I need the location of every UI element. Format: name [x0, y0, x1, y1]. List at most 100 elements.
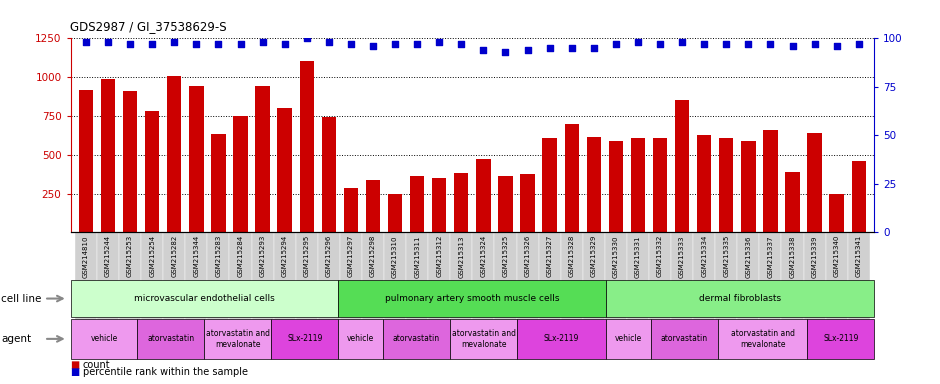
- Point: [299, 35, 314, 41]
- Bar: [432, 178, 446, 232]
- Bar: [208, 232, 229, 349]
- Text: dermal fibroblasts: dermal fibroblasts: [699, 294, 781, 303]
- Text: SLx-2119: SLx-2119: [823, 334, 858, 343]
- Bar: [807, 133, 822, 232]
- Point: [454, 41, 469, 47]
- Bar: [119, 232, 141, 349]
- Bar: [848, 232, 870, 349]
- Point: [122, 41, 137, 47]
- Bar: [719, 139, 733, 232]
- Point: [387, 41, 402, 47]
- Bar: [737, 232, 760, 349]
- Text: cell line: cell line: [1, 293, 41, 304]
- Bar: [229, 232, 252, 349]
- Text: percentile rank within the sample: percentile rank within the sample: [83, 367, 248, 377]
- Bar: [829, 194, 844, 232]
- Bar: [671, 232, 693, 349]
- Bar: [583, 232, 604, 349]
- Bar: [167, 76, 181, 232]
- Bar: [429, 232, 450, 349]
- Text: atorvastatin: atorvastatin: [661, 334, 708, 343]
- Bar: [97, 232, 119, 349]
- Text: atorvastatin and
mevalonate: atorvastatin and mevalonate: [206, 329, 270, 349]
- Bar: [344, 188, 358, 232]
- Bar: [715, 232, 737, 349]
- Point: [343, 41, 358, 47]
- Text: SLx-2119: SLx-2119: [288, 334, 322, 343]
- Text: vehicle: vehicle: [347, 334, 374, 343]
- Point: [233, 41, 248, 47]
- Point: [542, 45, 557, 51]
- Bar: [472, 232, 494, 349]
- Text: count: count: [83, 360, 110, 370]
- Bar: [785, 172, 800, 232]
- Bar: [256, 86, 270, 232]
- Point: [431, 39, 446, 45]
- Point: [829, 43, 844, 49]
- Bar: [631, 139, 645, 232]
- Bar: [604, 232, 627, 349]
- Point: [675, 39, 690, 45]
- Bar: [587, 137, 601, 232]
- Bar: [296, 232, 318, 349]
- Bar: [145, 111, 160, 232]
- Text: pulmonary artery smooth muscle cells: pulmonary artery smooth muscle cells: [385, 294, 559, 303]
- Bar: [565, 124, 579, 232]
- Bar: [164, 232, 185, 349]
- Bar: [101, 79, 116, 232]
- Bar: [123, 91, 137, 232]
- Text: atorvastatin and
mevalonate: atorvastatin and mevalonate: [451, 329, 515, 349]
- Bar: [362, 232, 384, 349]
- Bar: [277, 108, 291, 232]
- Point: [101, 39, 116, 45]
- Point: [785, 43, 800, 49]
- Bar: [804, 232, 825, 349]
- Bar: [781, 232, 804, 349]
- Point: [211, 41, 226, 47]
- Point: [410, 41, 425, 47]
- Bar: [516, 232, 539, 349]
- Bar: [825, 232, 848, 349]
- Text: atorvastatin: atorvastatin: [148, 334, 195, 343]
- Point: [852, 41, 867, 47]
- Bar: [300, 61, 314, 232]
- Bar: [653, 139, 667, 232]
- Bar: [318, 232, 340, 349]
- Text: ■: ■: [70, 367, 80, 377]
- Point: [697, 41, 712, 47]
- Point: [476, 47, 491, 53]
- Bar: [75, 232, 97, 349]
- Bar: [388, 194, 402, 232]
- Bar: [649, 232, 671, 349]
- Text: GDS2987 / GI_37538629-S: GDS2987 / GI_37538629-S: [70, 20, 227, 33]
- Bar: [185, 232, 208, 349]
- Point: [277, 41, 292, 47]
- Point: [564, 45, 579, 51]
- Point: [321, 39, 337, 45]
- Text: vehicle: vehicle: [90, 334, 118, 343]
- Bar: [321, 117, 336, 232]
- Point: [166, 39, 181, 45]
- Bar: [141, 232, 164, 349]
- Text: ■: ■: [70, 360, 80, 370]
- Bar: [697, 136, 712, 232]
- Bar: [763, 130, 777, 232]
- Bar: [454, 172, 468, 232]
- Bar: [498, 177, 512, 232]
- Bar: [450, 232, 472, 349]
- Bar: [252, 232, 274, 349]
- Bar: [627, 232, 649, 349]
- Bar: [539, 232, 560, 349]
- Text: SLx-2119: SLx-2119: [544, 334, 579, 343]
- Point: [631, 39, 646, 45]
- Point: [145, 41, 160, 47]
- Bar: [189, 86, 204, 232]
- Point: [608, 41, 623, 47]
- Bar: [406, 232, 429, 349]
- Bar: [693, 232, 715, 349]
- Bar: [542, 138, 556, 232]
- Bar: [852, 161, 866, 232]
- Point: [189, 41, 204, 47]
- Point: [719, 41, 734, 47]
- Text: agent: agent: [1, 334, 31, 344]
